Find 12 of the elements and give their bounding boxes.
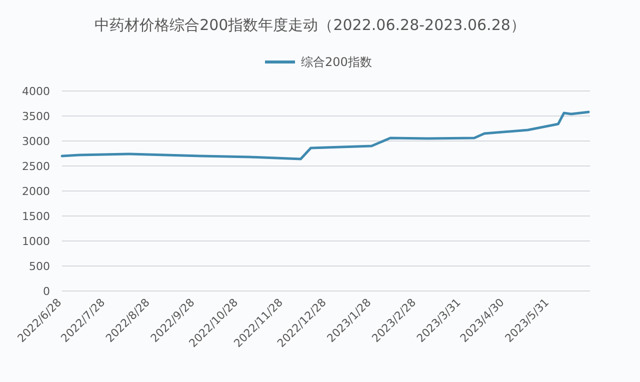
legend-label: 综合200指数 bbox=[301, 55, 372, 69]
y-tick-label: 3000 bbox=[22, 135, 50, 148]
y-tick-label: 2500 bbox=[22, 160, 50, 173]
y-tick-label: 1500 bbox=[22, 210, 50, 223]
y-tick-label: 500 bbox=[29, 260, 50, 273]
line-series bbox=[60, 110, 590, 160]
chart-title: 中药材价格综合200指数年度走动（2022.06.28-2023.06.28） bbox=[94, 16, 526, 34]
y-tick-label: 3500 bbox=[22, 110, 50, 123]
y-tick-label: 0 bbox=[43, 285, 50, 298]
y-tick-label: 4000 bbox=[22, 85, 50, 98]
y-tick-label: 2000 bbox=[22, 185, 50, 198]
y-tick-label: 1000 bbox=[22, 235, 50, 248]
